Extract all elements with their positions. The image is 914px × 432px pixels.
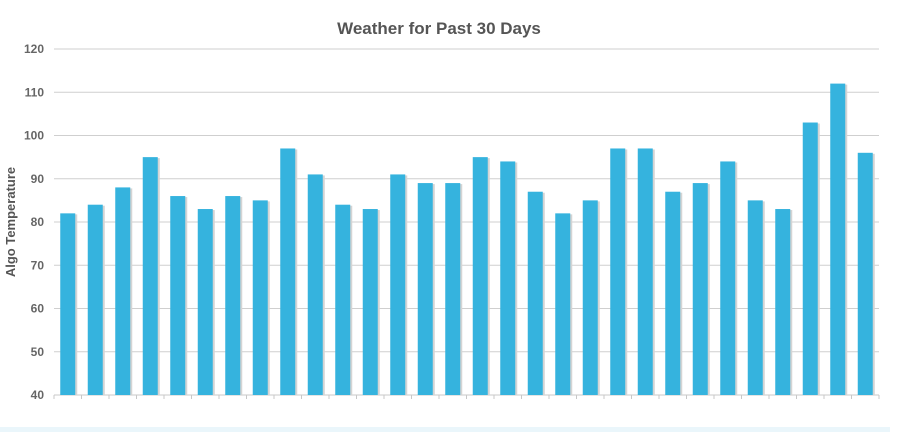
x-axis	[53, 395, 880, 399]
gridlines	[54, 48, 879, 396]
bar[interactable]	[857, 152, 873, 395]
bar[interactable]	[527, 191, 543, 395]
bar[interactable]	[747, 200, 763, 395]
bar[interactable]	[335, 204, 351, 395]
bar[interactable]	[555, 213, 571, 395]
bar[interactable]	[692, 183, 708, 395]
bars	[60, 83, 875, 396]
bar[interactable]	[307, 174, 323, 395]
bar[interactable]	[417, 183, 433, 395]
bar[interactable]	[610, 148, 626, 395]
y-tick-label: 100	[24, 129, 44, 143]
y-tick-labels: 40 50 60 70 80 90 100 110 120	[24, 42, 44, 402]
bar[interactable]	[142, 157, 158, 395]
chart-title: Weather for Past 30 Days	[337, 19, 541, 38]
bar[interactable]	[445, 183, 461, 395]
y-tick-label: 120	[24, 42, 44, 56]
bottom-strip	[0, 427, 890, 432]
bar[interactable]	[802, 122, 818, 396]
y-tick-label: 50	[31, 345, 45, 359]
bar[interactable]	[637, 148, 653, 395]
y-tick-label: 60	[31, 302, 45, 316]
bar[interactable]	[390, 174, 406, 395]
bar[interactable]	[197, 209, 213, 395]
bar[interactable]	[87, 204, 103, 395]
y-tick-label: 70	[31, 258, 45, 272]
bar[interactable]	[225, 196, 241, 395]
bar[interactable]	[60, 213, 76, 395]
y-tick-label: 40	[31, 388, 45, 402]
bar[interactable]	[500, 161, 516, 395]
bar[interactable]	[720, 161, 736, 395]
y-tick-label: 90	[31, 172, 45, 186]
y-tick-label: 110	[25, 85, 45, 99]
bar[interactable]	[775, 209, 791, 395]
bar[interactable]	[362, 209, 378, 395]
bar[interactable]	[115, 187, 131, 395]
y-axis-label: Algo Temperature	[3, 167, 18, 277]
bar[interactable]	[280, 148, 296, 395]
bar[interactable]	[252, 200, 268, 395]
bar[interactable]	[582, 200, 598, 395]
bar[interactable]	[170, 196, 186, 395]
bar[interactable]	[665, 191, 681, 395]
bar[interactable]	[472, 157, 488, 395]
bar[interactable]	[830, 83, 846, 395]
y-tick-label: 80	[31, 215, 45, 229]
